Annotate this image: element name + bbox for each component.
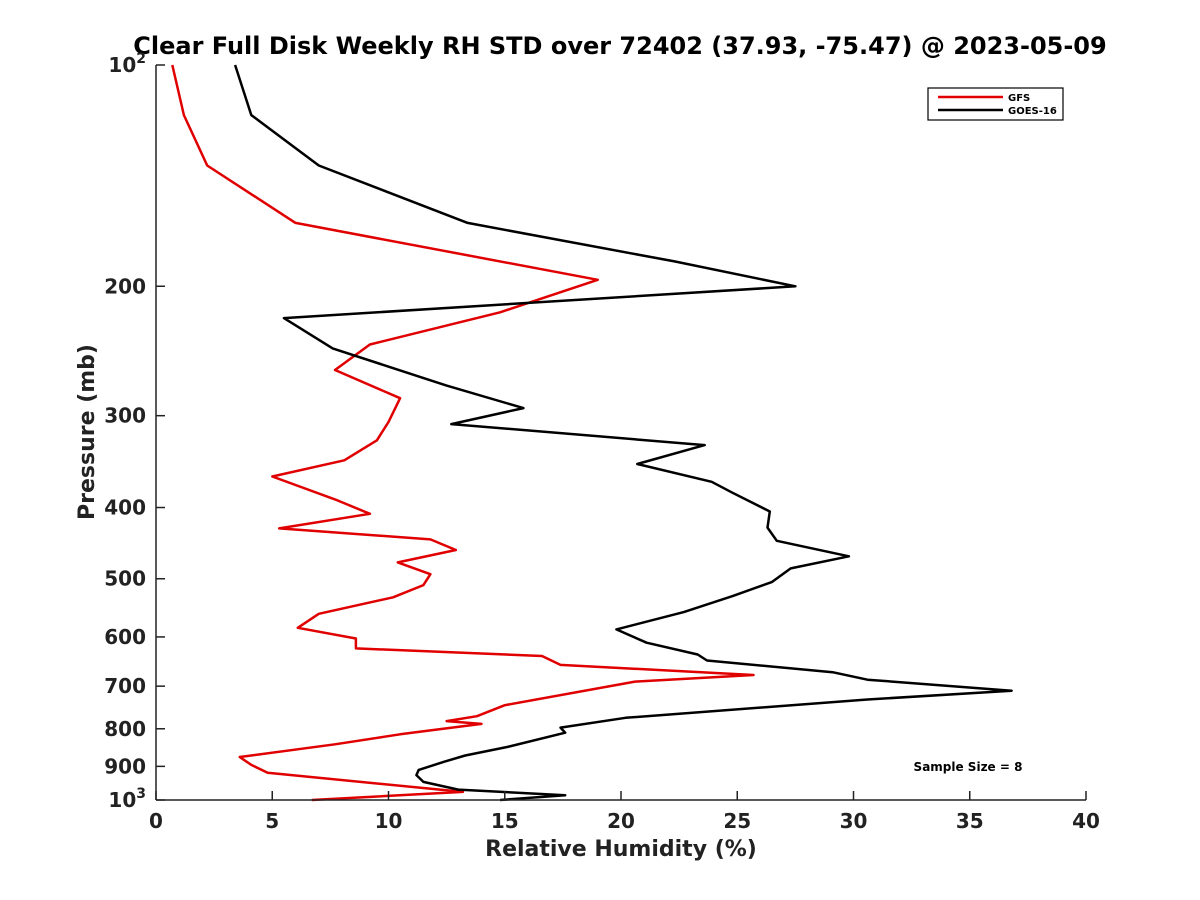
y-axis-ticks: 200 300 400 500 600 700 800 900 102 103 xyxy=(104,51,165,812)
x-tick-label: 15 xyxy=(491,809,519,833)
x-tick-label: 5 xyxy=(265,809,279,833)
y-tick-label: 500 xyxy=(104,567,146,591)
x-tick-label: 30 xyxy=(840,809,868,833)
x-axis-ticks: 0 5 10 15 20 25 30 35 40 xyxy=(149,791,1100,833)
y-tick-label: 800 xyxy=(104,717,146,741)
y-tick-label: 700 xyxy=(104,674,146,698)
y-tick-label: 600 xyxy=(104,625,146,649)
x-tick-label: 0 xyxy=(149,809,163,833)
x-tick-label: 40 xyxy=(1072,809,1100,833)
x-tick-label: 35 xyxy=(956,809,984,833)
x-tick-label: 20 xyxy=(607,809,635,833)
y-tick-label: 400 xyxy=(104,496,146,520)
series-line-goes16 xyxy=(233,64,1013,802)
legend: GFS GOES-16 xyxy=(927,87,1064,121)
chart-title: Clear Full Disk Weekly RH STD over 72402… xyxy=(133,32,1106,60)
x-tick-label: 10 xyxy=(375,809,403,833)
x-axis-label: Relative Humidity (%) xyxy=(485,837,757,862)
y-axis-label: Pressure (mb) xyxy=(75,344,100,520)
series-line-gfs xyxy=(171,64,755,802)
x-tick-label: 25 xyxy=(723,809,751,833)
y-tick-label: 300 xyxy=(104,404,146,428)
legend-label-gfs: GFS xyxy=(1008,93,1030,104)
plot-area xyxy=(156,65,1086,800)
legend-box xyxy=(927,87,1064,121)
y-tick-label: 900 xyxy=(104,754,146,778)
y-tick-label: 200 xyxy=(104,274,146,298)
sample-size-annotation: Sample Size = 8 xyxy=(914,760,1023,774)
legend-label-goes16: GOES-16 xyxy=(1008,106,1057,117)
y-tick-label-exp: 102 xyxy=(108,51,146,77)
series-layer xyxy=(171,64,1013,802)
y-tick-label-exp: 103 xyxy=(108,786,146,812)
